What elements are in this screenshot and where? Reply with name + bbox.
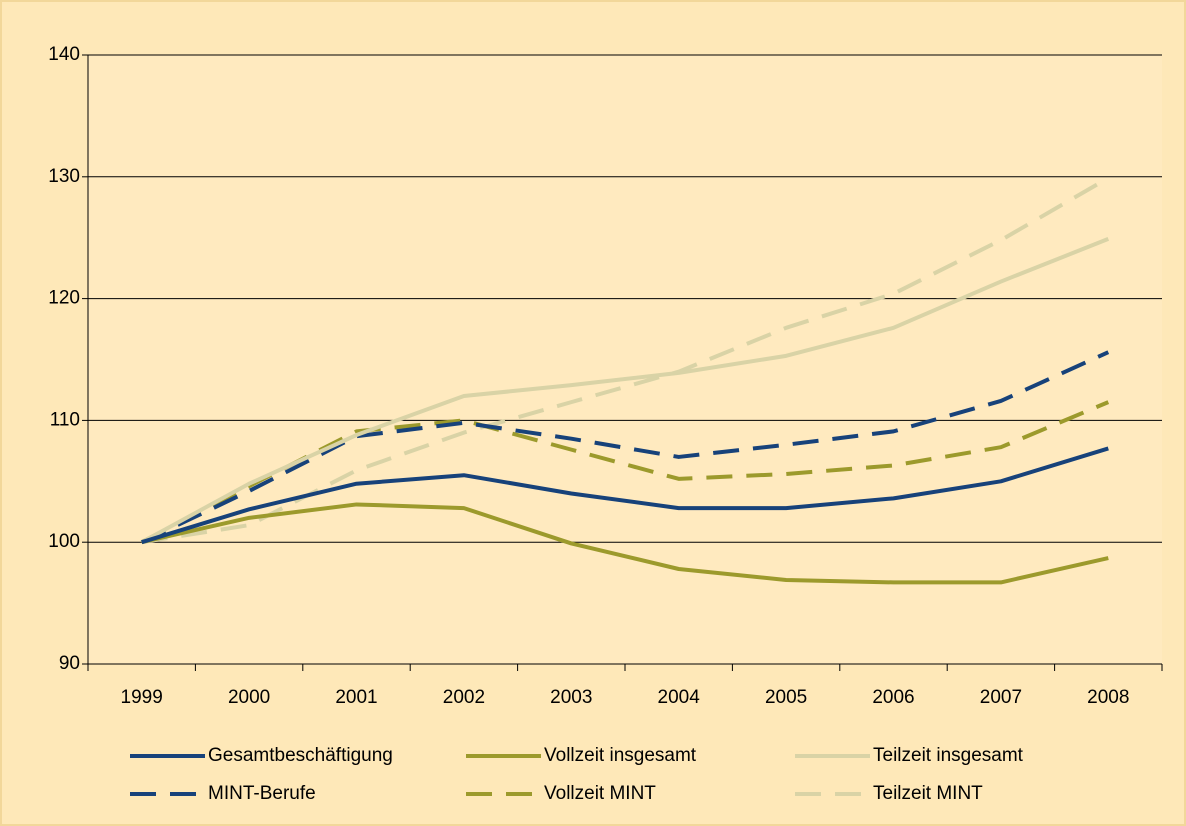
y-tick-label: 90	[59, 653, 80, 674]
series-line	[140, 350, 1110, 545]
x-tick-label: 2004	[658, 687, 701, 708]
series-line	[141, 502, 1109, 585]
legend-label: Vollzeit insgesamt	[544, 745, 697, 766]
y-tick-label: 130	[48, 166, 80, 187]
x-tick-label: 2007	[980, 687, 1022, 708]
x-tick-label: 2008	[1087, 687, 1129, 708]
y-tick-label: 100	[48, 531, 80, 552]
legend-label: Vollzeit MINT	[544, 783, 656, 804]
series-line	[140, 237, 1110, 544]
x-tick-label: 2003	[550, 687, 592, 708]
legend-label: Teilzeit MINT	[873, 783, 983, 804]
legend-label: Gesamtbeschäftigung	[208, 745, 393, 766]
x-tick-label: 2001	[335, 687, 377, 708]
legend-label: Teilzeit insgesamt	[873, 745, 1024, 766]
y-tick-label: 140	[48, 44, 80, 65]
x-tick-label: 2006	[872, 687, 914, 708]
y-tick-label: 110	[50, 409, 80, 430]
plot-area	[88, 55, 1162, 664]
x-tick-label: 2002	[443, 687, 485, 708]
legend-label: MINT-Berufe	[208, 783, 316, 804]
x-tick-label: 2005	[765, 687, 807, 708]
x-tick-label: 1999	[121, 687, 163, 708]
series-line	[141, 446, 1109, 545]
x-tick-label: 2000	[228, 687, 270, 708]
y-tick-label: 120	[48, 288, 80, 309]
